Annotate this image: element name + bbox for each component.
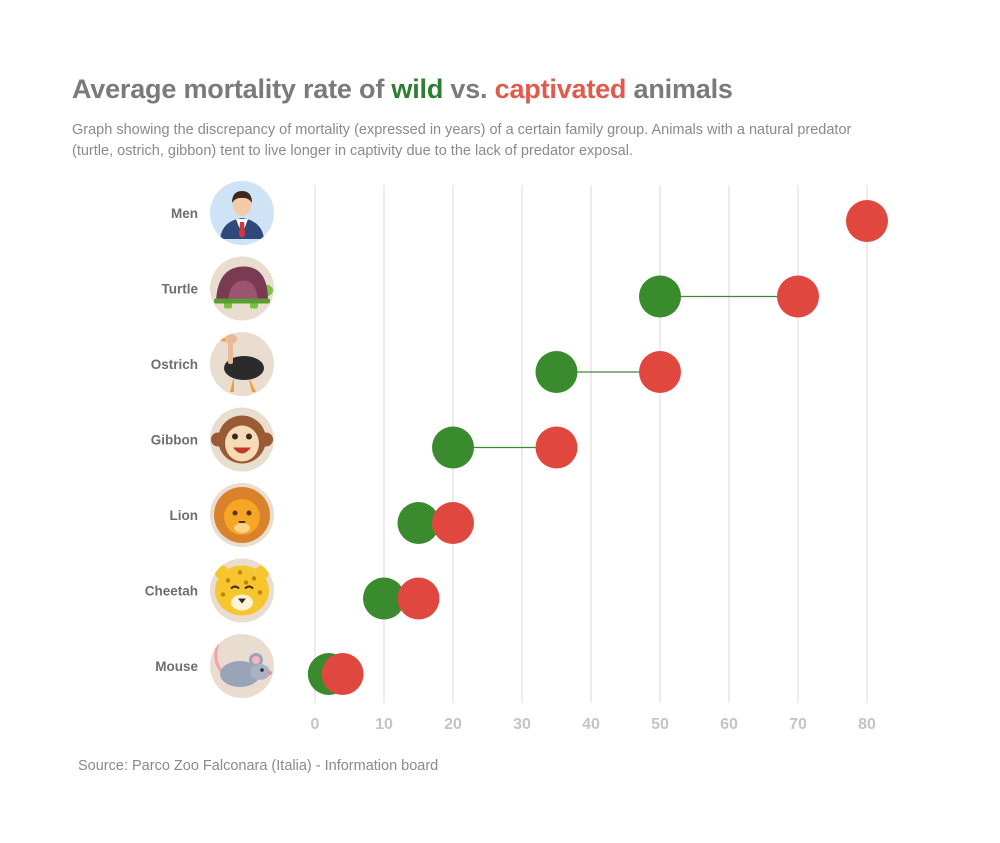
wild-point [639, 275, 681, 318]
x-tick-label: 20 [444, 716, 462, 733]
captivated-point [432, 502, 474, 544]
captivated-point [846, 200, 888, 242]
captivated-point [639, 351, 681, 393]
source-note: Source: Parco Zoo Falconara (Italia) - I… [78, 758, 439, 774]
row-label: Men [171, 206, 198, 221]
wild-point [535, 351, 578, 393]
lion-face [224, 499, 260, 535]
gibbon-face [225, 425, 259, 462]
title-suffix: animals [626, 74, 733, 104]
chart-subtitle: Graph showing the discrepancy of mortali… [72, 122, 852, 159]
man-face [233, 194, 251, 216]
ostrich-legs [230, 376, 256, 392]
cheetah-spot [257, 590, 263, 595]
x-tick-label: 50 [651, 716, 669, 733]
ostrich-beak [219, 338, 225, 342]
x-tick-label: 80 [858, 716, 876, 733]
captivated-point [397, 577, 440, 620]
cheetah-nose [238, 598, 246, 604]
cheetah-eye [244, 585, 254, 590]
turtle-shell-pattern [228, 280, 258, 301]
lion-muzzle [234, 523, 250, 533]
man-icon [210, 181, 274, 245]
gibbon-mouth [233, 447, 251, 454]
gibbon-icon [210, 407, 274, 472]
lion-icon [210, 483, 274, 547]
turtle-icon [210, 256, 274, 321]
cheetah-icon [210, 558, 274, 623]
wild-point [397, 502, 440, 544]
row-label: Mouse [155, 659, 198, 674]
lion-eye [246, 510, 252, 516]
lion-eye [232, 510, 238, 516]
cheetah-spot [237, 570, 243, 575]
mouse-nose [268, 671, 272, 675]
mouse-icon [210, 634, 274, 698]
cheetah-spot [251, 576, 257, 581]
ostrich-body [224, 356, 264, 380]
x-tick-label: 30 [513, 716, 531, 733]
ostrich-neck [228, 340, 233, 364]
row-label: Cheetah [145, 584, 198, 599]
captivated-point [535, 426, 578, 469]
x-tick-label: 10 [375, 716, 393, 733]
mouse-body [220, 661, 260, 687]
cheetah-spot [225, 578, 231, 583]
x-tick-label: 70 [789, 716, 807, 733]
row-label: Turtle [162, 282, 199, 297]
captivated-point [321, 653, 364, 695]
mouse-head [250, 664, 270, 680]
x-tick-label: 0 [311, 716, 320, 733]
cheetah-spot [220, 592, 226, 597]
title-wild: wild [391, 74, 444, 104]
row-label: Ostrich [151, 357, 198, 372]
cheetah-spot [243, 580, 249, 585]
title-captivated: captivated [494, 74, 627, 104]
captivated-point [777, 275, 819, 318]
ostrich-icon [210, 332, 274, 396]
chart-title: Average mortality rate of wild vs. capti… [72, 74, 733, 105]
ostrich-head [225, 334, 237, 344]
cheetah-eye [230, 585, 240, 590]
title-prefix: Average mortality rate of [72, 74, 392, 104]
mouse-ear-inner [252, 656, 260, 664]
row-label: Lion [170, 508, 199, 523]
man-tie [239, 222, 245, 238]
wild-point [363, 577, 405, 620]
title-mid: vs. [443, 74, 495, 104]
mouse-tail [214, 643, 224, 673]
wild-point [432, 426, 474, 469]
mouse-eye [260, 668, 264, 672]
man-hair [232, 191, 252, 203]
turtle-base [214, 298, 270, 304]
row-label: Gibbon [151, 433, 198, 448]
x-tick-label: 40 [582, 716, 600, 733]
gibbon-eye [232, 433, 238, 440]
gibbon-eye [246, 433, 252, 440]
x-tick-label: 60 [720, 716, 738, 733]
